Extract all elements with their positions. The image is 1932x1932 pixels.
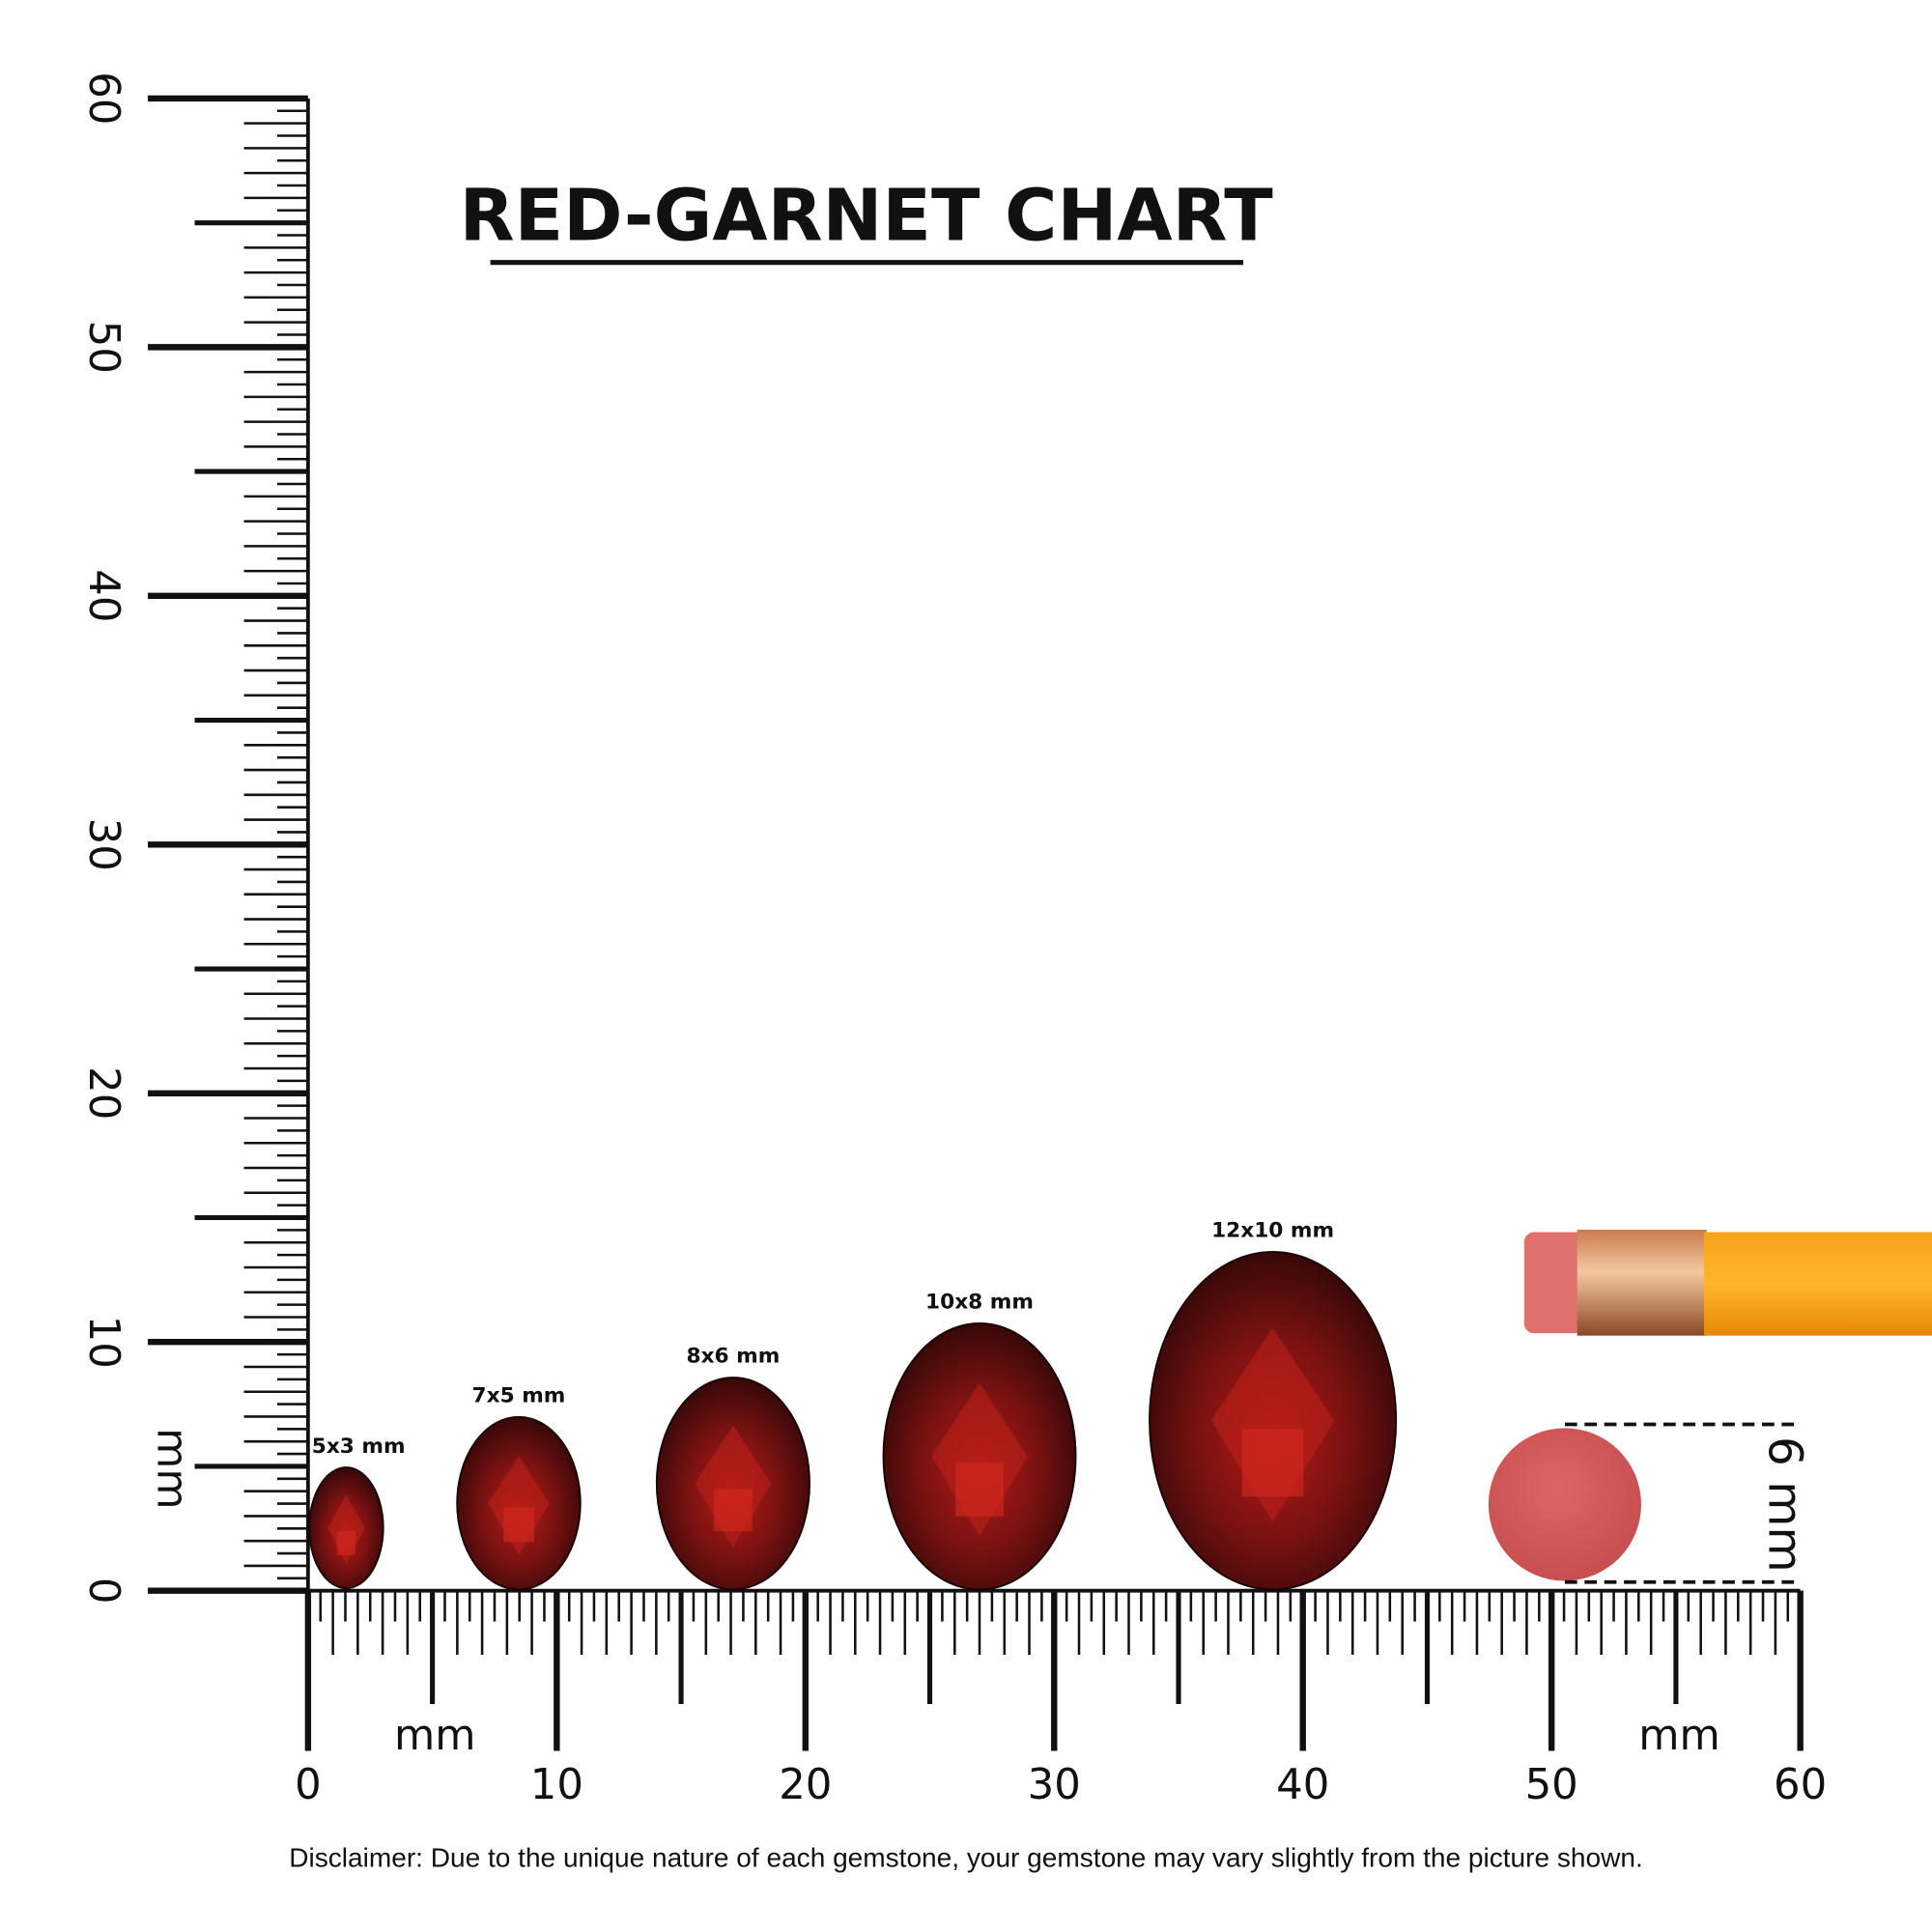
gem-facet: [327, 1494, 365, 1565]
gem-group: 5x3 mm 7x5 mm 8x6 mm 10x8 mm 12x10 mm: [308, 1219, 1398, 1591]
pencil-body: [1704, 1232, 1932, 1336]
ruler-label: 10: [530, 1761, 583, 1809]
disclaimer: Disclaimer: Due to the unique nature of …: [289, 1842, 1642, 1872]
gem-facet: [955, 1463, 1004, 1517]
ruler-label: 60: [79, 71, 128, 125]
ruler-label: 40: [79, 569, 128, 622]
ruler-label: 40: [1276, 1761, 1329, 1809]
gem-facet: [503, 1507, 534, 1543]
ruler-label: 50: [79, 321, 128, 374]
gem-label: 7x5 mm: [472, 1384, 566, 1408]
ruler-label: 10: [79, 1316, 128, 1369]
vertical-ruler: 0 10 20 30 40 50 60: [79, 71, 310, 1605]
ruler-label: 50: [1525, 1761, 1578, 1809]
horizontal-unit-right: mm: [1638, 1712, 1719, 1760]
ruler-label: 20: [79, 1066, 128, 1120]
eraser-label: 6 mm: [1758, 1436, 1812, 1573]
pencil-ferrule: [1577, 1229, 1707, 1336]
gem-facet: [931, 1382, 1028, 1537]
pencil: [1523, 1229, 1932, 1336]
gem-facet: [695, 1425, 772, 1548]
gem-facet: [488, 1456, 550, 1555]
gem-facet: [336, 1530, 355, 1555]
vertical-unit: mm: [147, 1428, 195, 1509]
gem-facet: [1210, 1327, 1335, 1522]
gem-facet: [714, 1489, 753, 1532]
ruler-label: 0: [295, 1761, 322, 1809]
ruler-label: 30: [1028, 1761, 1081, 1809]
gem-label: 8x6 mm: [686, 1345, 780, 1369]
ruler-label: 60: [1774, 1761, 1827, 1809]
ruler-label: 20: [779, 1761, 832, 1809]
horizontal-unit: mm: [394, 1712, 475, 1760]
eraser-dot: [1488, 1428, 1641, 1581]
ruler-label: 0: [79, 1577, 128, 1605]
gem-label: 10x8 mm: [925, 1291, 1034, 1315]
title: RED-GARNET CHART: [460, 175, 1274, 258]
gem-facet: [1241, 1429, 1304, 1497]
gem-label: 12x10 mm: [1211, 1219, 1334, 1243]
ruler-label: 30: [79, 818, 128, 871]
gem-label: 5x3 mm: [312, 1435, 406, 1459]
horizontal-ruler: 0 10 20 30 40 50 60: [295, 1588, 1827, 1809]
